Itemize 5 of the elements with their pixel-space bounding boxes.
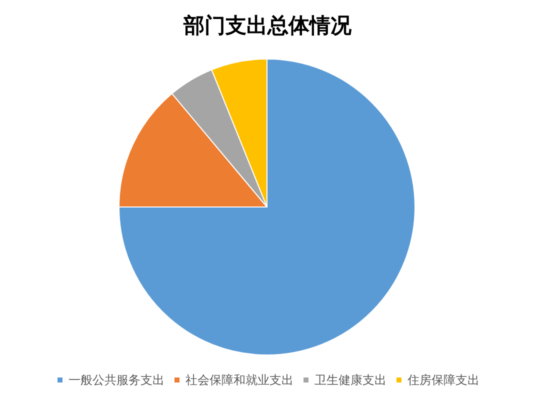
chart-title: 部门支出总体情况 <box>182 14 352 38</box>
legend-label: 卫生健康支出 <box>314 373 386 387</box>
legend-label: 住房保障支出 <box>406 373 480 387</box>
legend-label: 一般公共服务支出 <box>68 373 164 387</box>
legend-label: 社会保障和就业支出 <box>186 373 294 387</box>
